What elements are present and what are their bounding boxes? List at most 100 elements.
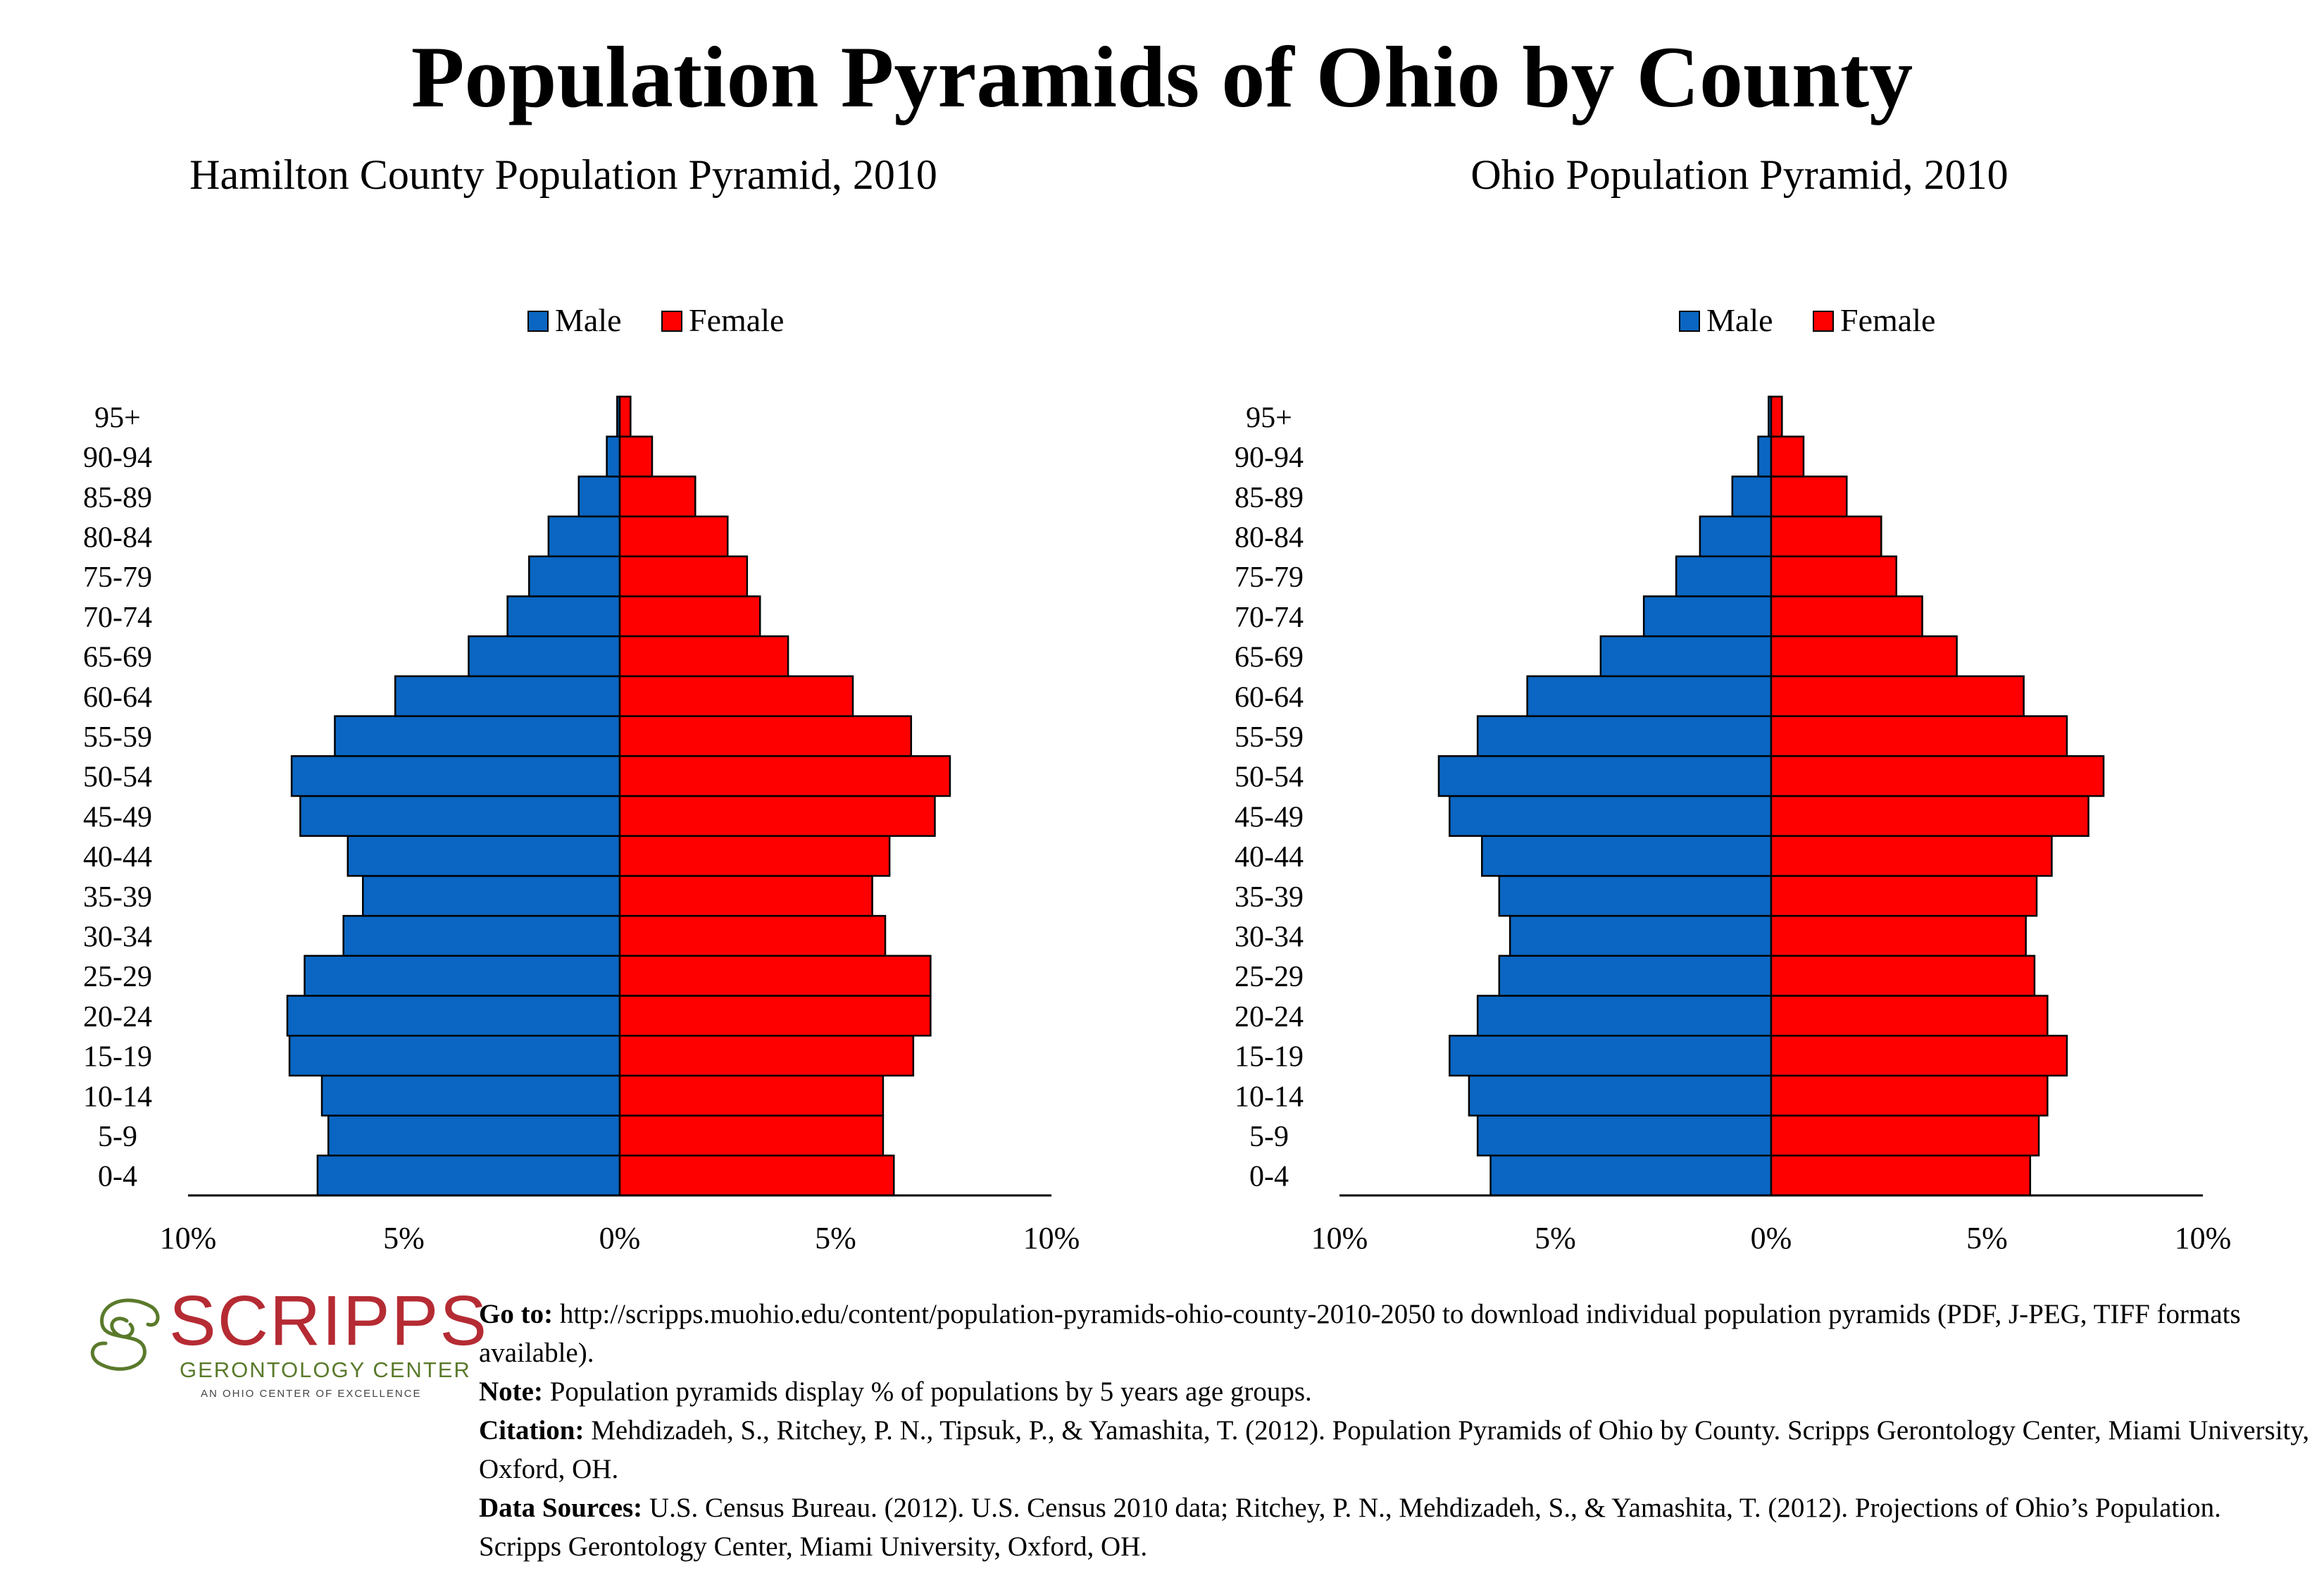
- category-label-30-34: 30-34: [1235, 921, 1304, 953]
- bar-female-75-79[interactable]: [618, 555, 749, 597]
- bar-male-10-14[interactable]: [320, 1074, 621, 1117]
- bar-female-15-19[interactable]: [1770, 1034, 2068, 1077]
- bar-female-0-4[interactable]: [618, 1155, 895, 1197]
- bar-female-30-34[interactable]: [618, 914, 887, 957]
- bar-male-90-94[interactable]: [606, 435, 621, 478]
- bar-female-5-9[interactable]: [618, 1114, 885, 1157]
- bar-male-80-84[interactable]: [1699, 515, 1773, 558]
- goto-text[interactable]: http://scripps.muohio.edu/content/popula…: [479, 1299, 2241, 1368]
- bar-female-55-59[interactable]: [618, 715, 913, 757]
- bar-male-50-54[interactable]: [290, 755, 621, 797]
- note-label: Note:: [479, 1376, 543, 1407]
- bar-female-55-59[interactable]: [1770, 715, 2068, 757]
- bar-female-35-39[interactable]: [618, 875, 873, 917]
- bar-female-70-74[interactable]: [1770, 595, 1923, 638]
- category-label-70-74: 70-74: [83, 602, 152, 634]
- bar-female-50-54[interactable]: [1770, 755, 2105, 797]
- bar-female-80-84[interactable]: [1770, 515, 1882, 558]
- bar-male-70-74[interactable]: [506, 595, 621, 638]
- bar-male-55-59[interactable]: [1476, 715, 1773, 757]
- bar-male-45-49[interactable]: [1449, 795, 1773, 837]
- bar-female-25-29[interactable]: [618, 955, 932, 997]
- bar-female-30-34[interactable]: [1770, 914, 2027, 957]
- bar-female-65-69[interactable]: [618, 635, 789, 678]
- bar-female-90-94[interactable]: [618, 435, 654, 478]
- bar-male-20-24[interactable]: [286, 995, 621, 1037]
- bar-male-40-44[interactable]: [346, 835, 621, 877]
- bar-male-0-4[interactable]: [1489, 1155, 1773, 1197]
- bar-male-25-29[interactable]: [304, 955, 621, 997]
- bar-male-15-19[interactable]: [1449, 1034, 1773, 1077]
- bar-male-55-59[interactable]: [334, 715, 621, 757]
- bar-male-75-79[interactable]: [528, 555, 621, 597]
- bar-female-95+[interactable]: [1770, 395, 1783, 437]
- category-label-25-29: 25-29: [1235, 961, 1304, 993]
- category-label-60-64: 60-64: [83, 681, 152, 714]
- bar-male-75-79[interactable]: [1675, 555, 1773, 597]
- bar-male-50-54[interactable]: [1437, 755, 1773, 797]
- bar-female-65-69[interactable]: [1770, 635, 1958, 678]
- scripps-swirl-icon: [90, 1298, 160, 1371]
- bar-male-65-69[interactable]: [468, 635, 621, 678]
- bar-male-60-64[interactable]: [394, 675, 621, 717]
- bar-female-5-9[interactable]: [1770, 1114, 2040, 1157]
- bar-male-45-49[interactable]: [299, 795, 621, 837]
- scripps-logo[interactable]: SCRIPPS GERONTOLOGY CENTER AN OHIO CENTE…: [85, 1286, 487, 1405]
- category-label-10-14: 10-14: [83, 1081, 152, 1113]
- category-label-85-89: 85-89: [83, 482, 152, 514]
- bar-female-70-74[interactable]: [618, 595, 761, 638]
- bar-female-0-4[interactable]: [1770, 1155, 2032, 1197]
- bar-female-80-84[interactable]: [618, 515, 729, 558]
- bar-male-5-9[interactable]: [1476, 1114, 1773, 1157]
- bar-male-35-39[interactable]: [1498, 875, 1773, 917]
- category-label-35-39: 35-39: [83, 881, 152, 914]
- bar-male-0-4[interactable]: [316, 1155, 621, 1197]
- bar-female-95+[interactable]: [618, 395, 632, 437]
- bar-female-40-44[interactable]: [618, 835, 891, 877]
- bar-male-90-94[interactable]: [1757, 435, 1773, 478]
- main-title: Population Pyramids of Ohio by County: [411, 29, 1913, 125]
- goto-label: Go to:: [479, 1299, 554, 1329]
- bar-male-85-89[interactable]: [577, 476, 621, 518]
- bar-male-80-84[interactable]: [547, 515, 621, 558]
- bar-male-20-24[interactable]: [1476, 995, 1773, 1037]
- category-label-75-79: 75-79: [83, 561, 152, 594]
- bar-male-10-14[interactable]: [1468, 1074, 1773, 1117]
- bar-female-40-44[interactable]: [1770, 835, 2053, 877]
- bar-male-5-9[interactable]: [327, 1114, 621, 1157]
- bar-female-85-89[interactable]: [1770, 476, 1848, 518]
- bar-female-10-14[interactable]: [1770, 1074, 2049, 1117]
- bar-female-85-89[interactable]: [618, 476, 696, 518]
- category-label-40-44: 40-44: [83, 841, 152, 874]
- x-tick-label: 5%: [383, 1221, 425, 1255]
- bar-male-15-19[interactable]: [288, 1034, 621, 1077]
- bar-female-90-94[interactable]: [1770, 435, 1805, 478]
- bar-female-60-64[interactable]: [1770, 675, 2025, 717]
- bar-male-65-69[interactable]: [1599, 635, 1773, 678]
- citation-label: Citation:: [479, 1415, 585, 1446]
- bar-male-60-64[interactable]: [1526, 675, 1773, 717]
- bar-female-45-49[interactable]: [618, 795, 936, 837]
- bar-male-30-34[interactable]: [1508, 914, 1773, 957]
- bar-female-60-64[interactable]: [618, 675, 854, 717]
- bar-male-30-34[interactable]: [342, 914, 621, 957]
- bar-male-70-74[interactable]: [1642, 595, 1773, 638]
- bar-female-35-39[interactable]: [1770, 875, 2038, 917]
- bar-female-20-24[interactable]: [1770, 995, 2049, 1037]
- bar-male-25-29[interactable]: [1498, 955, 1773, 997]
- bar-male-40-44[interactable]: [1481, 835, 1773, 877]
- category-label-20-24: 20-24: [1235, 1001, 1304, 1033]
- bar-female-75-79[interactable]: [1770, 555, 1898, 597]
- bar-female-15-19[interactable]: [618, 1034, 915, 1077]
- logo-wordmark: SCRIPPS: [169, 1281, 489, 1360]
- footer-goto: Go to: http://scripps.muohio.edu/content…: [479, 1295, 2310, 1372]
- legend-swatch-male: [527, 311, 549, 332]
- category-label-35-39: 35-39: [1235, 881, 1304, 914]
- bar-female-45-49[interactable]: [1770, 795, 2089, 837]
- bar-female-50-54[interactable]: [618, 755, 951, 797]
- bar-female-10-14[interactable]: [618, 1074, 885, 1117]
- bar-female-20-24[interactable]: [618, 995, 932, 1037]
- bar-female-25-29[interactable]: [1770, 955, 2036, 997]
- bar-male-35-39[interactable]: [362, 875, 621, 917]
- bar-male-85-89[interactable]: [1731, 476, 1773, 518]
